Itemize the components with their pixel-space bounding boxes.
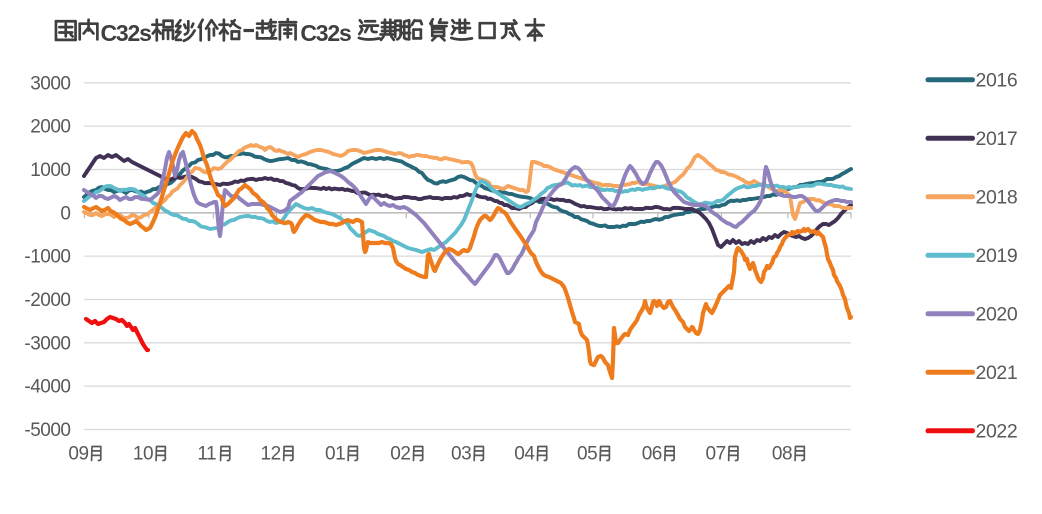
- svg-text:12: 12: [261, 444, 281, 465]
- svg-text:0: 0: [60, 203, 70, 224]
- svg-text:09: 09: [68, 444, 88, 465]
- svg-text:2019: 2019: [976, 245, 1018, 267]
- svg-text:2017: 2017: [976, 128, 1018, 150]
- svg-text:10: 10: [133, 444, 153, 465]
- svg-text:1000: 1000: [30, 160, 70, 181]
- svg-text:2022: 2022: [976, 420, 1018, 442]
- svg-text:06: 06: [642, 444, 662, 465]
- svg-text:04: 04: [514, 444, 535, 465]
- svg-text:2021: 2021: [976, 362, 1018, 384]
- svg-text:-2000: -2000: [24, 290, 70, 311]
- svg-text:2020: 2020: [976, 303, 1018, 325]
- svg-text:3000: 3000: [30, 73, 70, 94]
- svg-text:-1000: -1000: [24, 247, 70, 268]
- svg-text:02: 02: [390, 444, 410, 465]
- svg-text:05: 05: [577, 444, 597, 465]
- svg-text:-5000: -5000: [24, 420, 70, 441]
- svg-text:11: 11: [197, 444, 216, 465]
- svg-text:-3000: -3000: [24, 333, 70, 354]
- svg-text:07: 07: [706, 444, 726, 465]
- svg-text:2016: 2016: [976, 69, 1018, 91]
- svg-text:C32s: C32s: [101, 20, 152, 46]
- svg-text:2000: 2000: [30, 117, 70, 138]
- svg-text:03: 03: [451, 444, 471, 465]
- svg-text:-4000: -4000: [24, 377, 70, 398]
- svg-text:2018: 2018: [976, 186, 1018, 208]
- svg-text:C32s: C32s: [300, 20, 351, 46]
- svg-text:01: 01: [325, 444, 345, 465]
- svg-text:08: 08: [772, 444, 792, 465]
